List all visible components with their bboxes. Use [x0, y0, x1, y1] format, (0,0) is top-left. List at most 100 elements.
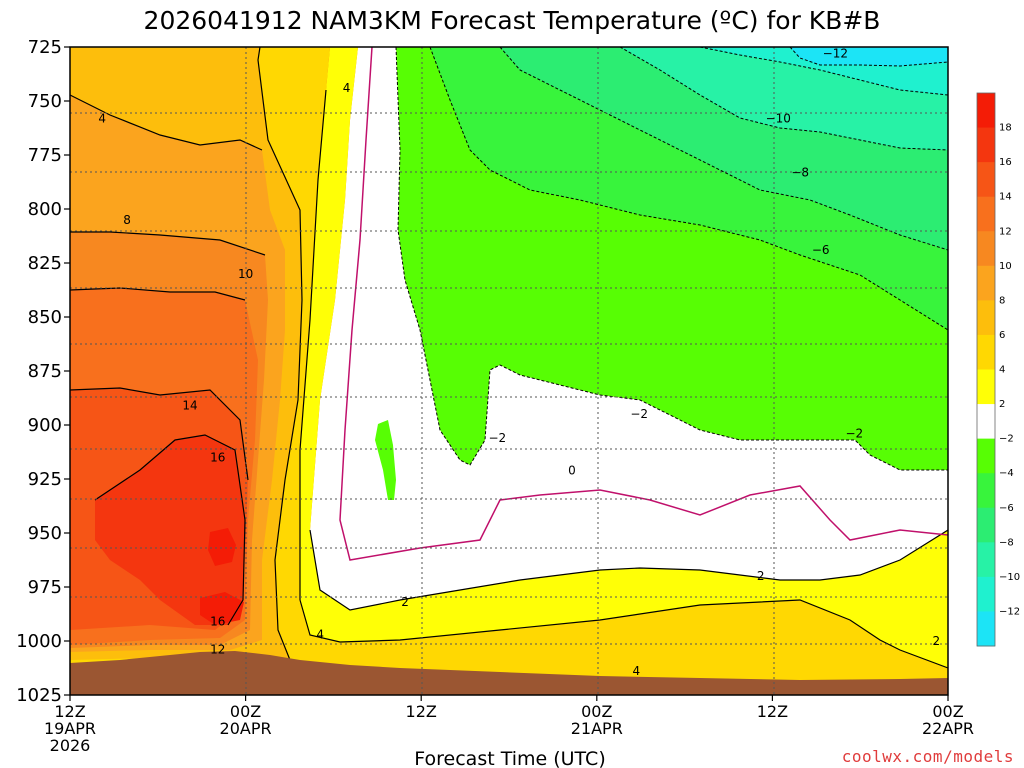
- colorbar-swatch: [977, 93, 995, 129]
- x-tick-label: 12Z: [54, 702, 85, 721]
- contour-minus6: [499, 47, 948, 251]
- colorbar-label: 10: [999, 261, 1012, 272]
- colorbar-label: −6: [999, 503, 1014, 514]
- contour-minus2: [395, 47, 948, 471]
- credit-text: coolwx.com/models: [842, 747, 1014, 766]
- x-tick-label: 2026: [50, 736, 91, 755]
- colorbar-swatch: [977, 404, 995, 440]
- colorbar-swatch: [977, 334, 995, 370]
- band-minus12-minus14-fill: [790, 47, 948, 66]
- contour-4-low: [299, 599, 948, 669]
- y-tick-label: 725: [28, 37, 62, 58]
- y-tick-label: 925: [28, 469, 62, 490]
- band-2-4-fill: [300, 47, 948, 668]
- contour-minus8: [619, 47, 948, 151]
- colorbar-swatch: [977, 231, 995, 267]
- dashed-contour-lines: [395, 47, 948, 471]
- contour-16: [94, 434, 246, 626]
- contour-label: 4: [632, 664, 640, 678]
- contour-minus10: [699, 47, 948, 96]
- colorbar-swatch: [977, 611, 995, 647]
- colorbar-swatch: [977, 576, 995, 612]
- contour-label: 16: [210, 615, 225, 629]
- colorbar-label: 6: [999, 330, 1005, 341]
- band-16-18-fill: [95, 435, 245, 625]
- x-tick-label: 12Z: [406, 702, 437, 721]
- y-tick-label: 1000: [16, 631, 62, 652]
- colorbar-label: 4: [999, 365, 1005, 376]
- contour-label: 0: [568, 463, 576, 477]
- y-tick-label: 975: [28, 577, 62, 598]
- colorbar-label: −12: [999, 606, 1020, 617]
- colorbar-label: −2: [999, 434, 1014, 445]
- contour-label: 2: [932, 634, 940, 648]
- contour-label: 2: [401, 595, 409, 609]
- colorbar-swatch: [977, 369, 995, 405]
- contour-label: −10: [766, 111, 791, 125]
- x-tick-label: 20APR: [220, 719, 272, 738]
- x-tick-label: 19APR: [44, 719, 96, 738]
- contour-6-front: [257, 47, 303, 661]
- y-tick-label: 800: [28, 199, 62, 220]
- colorbar-swatch: [977, 473, 995, 509]
- colorbar-swatch: [977, 438, 995, 474]
- contour-2: [309, 529, 948, 611]
- contour-0: [339, 47, 948, 561]
- contour-minus4: [429, 47, 948, 331]
- contour-label: 8: [123, 213, 131, 227]
- colorbar-label: 8: [999, 295, 1005, 306]
- colorbar-label: 12: [999, 226, 1012, 237]
- y-tick-label: 850: [28, 307, 62, 328]
- colorbar-swatch: [977, 265, 995, 301]
- band-minus2-plus2-fill: [310, 47, 948, 610]
- cold-pocket-fill: [375, 420, 396, 500]
- x-axis-label: Forecast Time (UTC): [414, 748, 605, 768]
- colorbar: 18 16 14 12 10 8 6 4 2 −2 −4 −6 −8 −10 −12: [976, 92, 1020, 647]
- contour-label: 10: [238, 267, 253, 281]
- colorbar-label: 16: [999, 157, 1012, 168]
- x-tick-label: 00Z: [230, 702, 261, 721]
- colorbar-frame: [976, 92, 996, 647]
- y-tick-label: 825: [28, 253, 62, 274]
- contour-label: 4: [316, 628, 324, 642]
- y-tick-label: 750: [28, 91, 62, 112]
- colorbar-swatch: [977, 507, 995, 543]
- y-tick-label: 900: [28, 415, 62, 436]
- zero-contour-lines: [339, 47, 948, 561]
- x-tick-label: 00Z: [932, 702, 963, 721]
- contour-label: 14: [182, 399, 197, 413]
- contour-4-front: [299, 89, 327, 600]
- contour-10: [70, 287, 246, 301]
- colorbar-swatch: [977, 300, 995, 336]
- solid-contour-lines: [70, 47, 948, 669]
- contour-labels: 4 4 8 10 14 16 16 12 4 2 4 2 2 0 −2 −2 −2 −6 −8 −10 −12: [98, 46, 940, 678]
- colorbar-swatch: [977, 196, 995, 232]
- y-tick-label: 950: [28, 523, 62, 544]
- colorbar-label: 14: [999, 192, 1012, 203]
- colorbar-label: 2: [999, 399, 1005, 410]
- contour-minus12: [789, 47, 948, 67]
- contour-label: −2: [488, 431, 506, 445]
- chart-title: 2026041912 NAM3KM Forecast Temperature (…: [144, 6, 881, 35]
- contour-label: 16: [210, 450, 225, 464]
- contour-label: −12: [823, 46, 848, 60]
- x-tick-label: 21APR: [571, 719, 623, 738]
- x-tick-label: 00Z: [581, 702, 612, 721]
- contour-8: [70, 231, 266, 256]
- colorbar-swatch: [977, 162, 995, 198]
- x-tick-label: 22APR: [922, 719, 974, 738]
- colorbar-label: 18: [999, 123, 1012, 134]
- contour-label: −6: [812, 243, 830, 257]
- contour-label: 12: [210, 643, 225, 657]
- contour-4: [70, 94, 263, 151]
- contour-label: −8: [791, 165, 809, 179]
- x-tick-label: 12Z: [757, 702, 788, 721]
- filled-contours: [70, 47, 948, 695]
- contour-label: 4: [343, 81, 351, 95]
- contour-label: 4: [98, 111, 106, 125]
- band-18-plus-fill: [208, 528, 236, 566]
- colorbar-label: −10: [999, 572, 1020, 583]
- ground-terrain: [70, 651, 948, 695]
